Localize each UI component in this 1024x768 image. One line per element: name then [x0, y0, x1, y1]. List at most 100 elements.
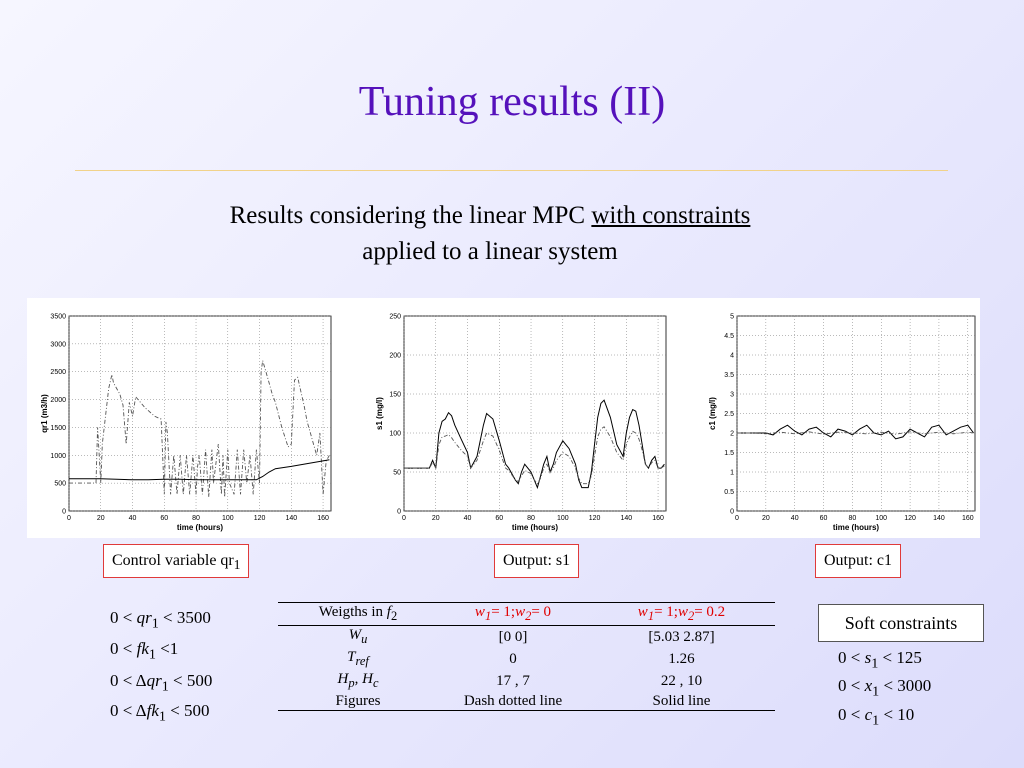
- x-tick-label: 140: [933, 515, 945, 522]
- y-tick-label: 4: [730, 353, 734, 360]
- header-text: Weigths in: [318, 604, 387, 620]
- ineq-lhs: 0 < Δ: [110, 701, 147, 720]
- ineq-sub: 1: [148, 646, 156, 663]
- table-header-row: Weigths in f2 w1= 1;w2= 0 w1= 1;w2= 0.2: [278, 602, 775, 626]
- ineq-sub: 1: [151, 615, 159, 632]
- y-tick-label: 2: [730, 431, 734, 438]
- subtitle-text: Results considering the linear MPC: [229, 202, 592, 229]
- x-tick-label: 0: [402, 515, 406, 522]
- x-tick-label: 0: [67, 515, 71, 522]
- x-tick-label: 140: [285, 515, 297, 522]
- x-tick-label: 20: [97, 515, 105, 522]
- x-tick-label: 40: [129, 515, 137, 522]
- y-tick-label: 5: [730, 314, 734, 321]
- x-tick-label: 120: [254, 515, 266, 522]
- y-axis-label: s1 (mg/l): [375, 397, 384, 430]
- y-axis-label: qr1 (m3/h): [40, 394, 49, 433]
- ineq-sub: 1: [872, 712, 880, 729]
- y-tick-label: 1.5: [724, 450, 734, 457]
- x-tick-label: 40: [791, 515, 799, 522]
- chart-1: 0 20 40 60 80 100 120 140 160 0 50 100 150 200 250 time…: [375, 314, 667, 532]
- soft-constraint-s1: 0 < s1 < 125: [838, 648, 922, 672]
- caption-s1-text: Output: s1: [503, 552, 571, 569]
- series-line-dash-dotted: [404, 426, 665, 485]
- constraint-fk1: 0 < fk1 <1: [110, 639, 178, 663]
- y-axis-label: c1 (mg/l): [708, 397, 717, 430]
- ineq-rhs: < 10: [883, 705, 915, 724]
- y-tick-label: 250: [389, 314, 401, 321]
- ineq-var: fk: [136, 639, 149, 658]
- x-tick-label: 60: [160, 515, 168, 522]
- ineq-var: qr: [146, 671, 162, 690]
- constraint-qr1: 0 < qr1 < 3500: [110, 608, 211, 632]
- x-tick-label: 100: [557, 515, 569, 522]
- plot-frame: [68, 315, 332, 512]
- caption-qr1-text: Control variable qr: [112, 552, 234, 569]
- x-axis-label: time (hours): [833, 523, 880, 532]
- caption-qr1-sub: 1: [233, 557, 241, 573]
- table-row: Hp, Hc 17 , 7 22 , 10: [278, 670, 775, 692]
- x-tick-label: 160: [652, 515, 664, 522]
- table-cell: Wu: [278, 626, 438, 649]
- plot-s1: 0 20 40 60 80 100 120 140 160 0 50 100 150 200 250 time…: [372, 298, 677, 538]
- ineq-sub: 1: [871, 655, 879, 672]
- table-cell: Figures: [278, 692, 438, 711]
- soft-constraint-c1: 0 < c1 < 10: [838, 705, 914, 729]
- ineq-rhs: < 500: [170, 701, 210, 720]
- table-cell: Tref: [278, 648, 438, 670]
- x-tick-label: 160: [317, 515, 329, 522]
- x-tick-label: 80: [192, 515, 200, 522]
- chart-2: 0 20 40 60 80 100 120 140 160 0 0.5 1 1.5 2 2.5 3 3.5 4 4.…: [708, 314, 976, 532]
- ineq-rhs: < 3500: [163, 608, 211, 627]
- title-divider: [75, 170, 948, 171]
- row-label: Hp, Hc: [337, 671, 379, 690]
- table-cell: Hp, Hc: [278, 670, 438, 692]
- y-tick-label: 0: [397, 509, 401, 516]
- ineq-rhs: < 3000: [883, 676, 932, 695]
- table-cell: 1.26: [668, 651, 695, 667]
- ineq-sub: 1: [161, 678, 169, 695]
- constraint-dfk1: 0 < Δfk1 < 500: [110, 701, 210, 725]
- row-label: W: [348, 627, 362, 643]
- row-label-sub: u: [361, 632, 368, 646]
- table-header-cell: w1= 1;w2= 0.2: [588, 602, 775, 626]
- ineq-lhs: 0 < Δ: [110, 671, 147, 690]
- y-tick-label: 2500: [50, 369, 66, 376]
- x-tick-label: 80: [848, 515, 856, 522]
- y-tick-label: 1000: [50, 453, 66, 460]
- ineq-lhs: 0 <: [838, 648, 861, 667]
- table-cell: [0 0]: [498, 629, 528, 645]
- table-header-cell: w1= 1;w2= 0: [438, 602, 588, 626]
- row-label-sub: ref: [355, 654, 369, 668]
- x-tick-label: 120: [904, 515, 916, 522]
- y-tick-label: 0: [62, 509, 66, 516]
- x-tick-label: 160: [962, 515, 974, 522]
- ineq-sub: 1: [158, 708, 166, 725]
- y-tick-label: 500: [54, 481, 66, 488]
- y-tick-label: 1500: [50, 425, 66, 432]
- x-tick-label: 20: [432, 515, 440, 522]
- x-tick-label: 20: [762, 515, 770, 522]
- chart-0: 0 20 40 60 80 100 120 140 160 0 500 1000 1500 2000 250…: [40, 314, 332, 532]
- subtitle-line2: applied to a linear system: [362, 238, 618, 265]
- y-tick-label: 3: [730, 392, 734, 399]
- soft-constraints-box: Soft constraints: [818, 604, 984, 642]
- plot-qr1: 0 20 40 60 80 100 120 140 160 0 500 1000 1500 2000 250…: [37, 298, 347, 538]
- slide-title: Tuning results (II): [358, 79, 666, 125]
- table-cell: 0: [509, 651, 517, 667]
- y-tick-label: 0: [730, 509, 734, 516]
- ineq-lhs: 0 <: [838, 705, 861, 724]
- y-tick-label: 3500: [50, 314, 66, 321]
- ineq-rhs: < 125: [882, 648, 922, 667]
- table-cell: Dash dotted line: [438, 692, 588, 711]
- ineq-var: fk: [146, 701, 159, 720]
- x-tick-label: 140: [620, 515, 632, 522]
- subtitle-underlined: with constraints: [591, 202, 751, 229]
- x-tick-label: 100: [222, 515, 234, 522]
- y-tick-label: 1: [730, 470, 734, 477]
- y-tick-label: 2000: [50, 397, 66, 404]
- plots-panel: 0 20 40 60 80 100 120 140 160 0 500 1000 1500 2000 250…: [27, 298, 980, 538]
- slide-subtitle: Results considering the linear MPC with …: [0, 198, 980, 270]
- x-tick-label: 80: [527, 515, 535, 522]
- x-axis-label: time (hours): [177, 523, 224, 532]
